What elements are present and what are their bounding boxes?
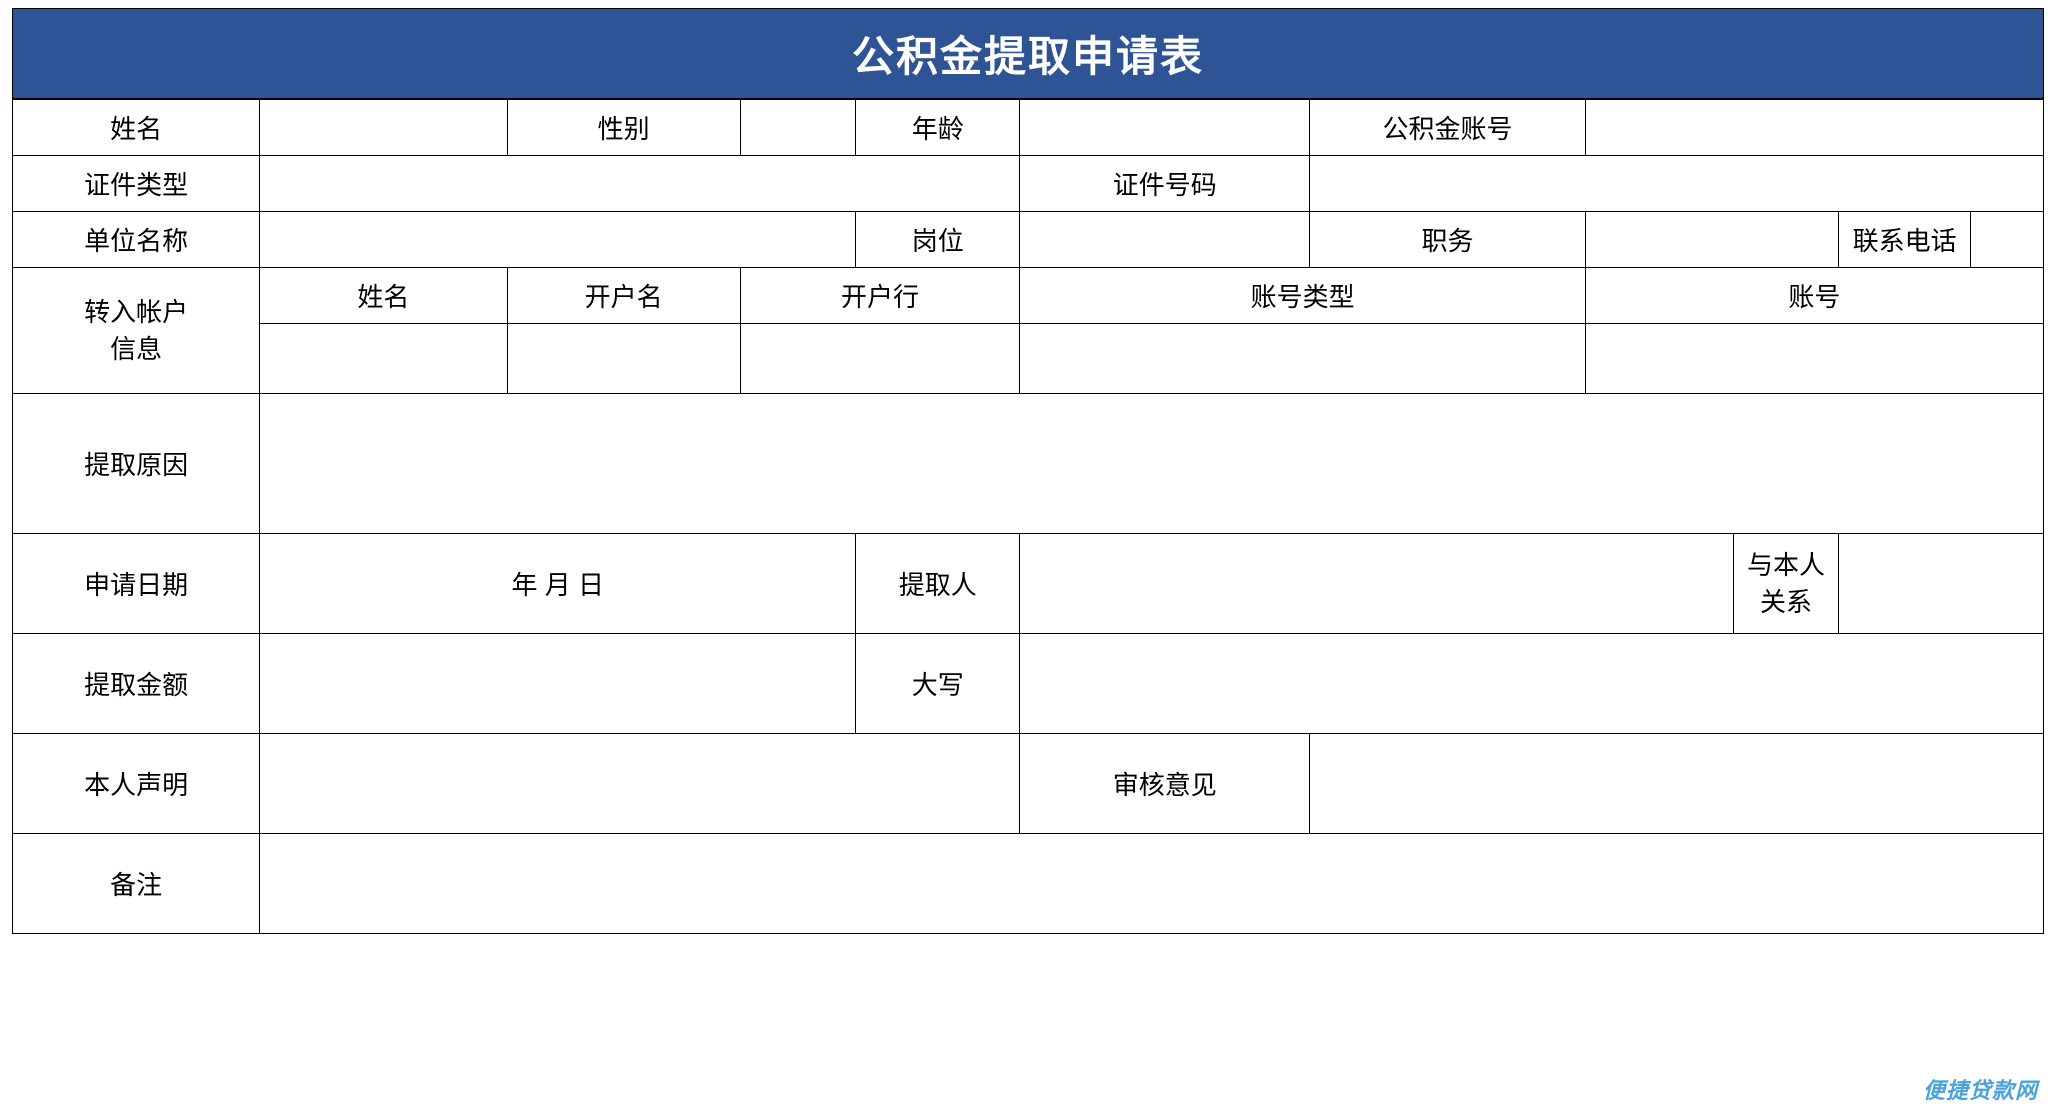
duty-value[interactable] <box>1585 212 1838 268</box>
transfer-openbank-label: 开户行 <box>740 268 1020 324</box>
remarks-label: 备注 <box>13 834 260 934</box>
transfer-name-label: 姓名 <box>260 268 507 324</box>
amount-label: 提取金额 <box>13 634 260 734</box>
form-title: 公积金提取申请表 <box>12 8 2044 99</box>
transfer-acctno-label: 账号 <box>1585 268 2043 324</box>
date-label: 申请日期 <box>13 534 260 634</box>
withdrawer-label: 提取人 <box>856 534 1020 634</box>
transfer-section-label: 转入帐户 信息 <box>13 268 260 394</box>
amount-value[interactable] <box>260 634 856 734</box>
account-value[interactable] <box>1585 100 2043 156</box>
transfer-name-value[interactable] <box>260 324 507 394</box>
post-value[interactable] <box>1020 212 1310 268</box>
capital-label: 大写 <box>856 634 1020 734</box>
gender-label: 性别 <box>507 100 740 156</box>
post-label: 岗位 <box>856 212 1020 268</box>
name-value[interactable] <box>260 100 507 156</box>
duty-label: 职务 <box>1310 212 1586 268</box>
idnum-label: 证件号码 <box>1020 156 1310 212</box>
transfer-openname-value[interactable] <box>507 324 740 394</box>
idnum-value[interactable] <box>1310 156 2044 212</box>
application-form-table: 姓名 性别 年龄 公积金账号 证件类型 证件号码 单位名称 岗位 职务 联系电话… <box>12 99 2044 934</box>
remarks-value[interactable] <box>260 834 2044 934</box>
reason-label: 提取原因 <box>13 394 260 534</box>
idtype-label: 证件类型 <box>13 156 260 212</box>
withdrawer-value[interactable] <box>1020 534 1733 634</box>
gender-value[interactable] <box>740 100 856 156</box>
watermark-text: 便捷贷款网 <box>1923 1073 2038 1105</box>
account-label: 公积金账号 <box>1310 100 1586 156</box>
phone-value[interactable] <box>1970 212 2043 268</box>
review-value[interactable] <box>1310 734 2044 834</box>
company-value[interactable] <box>260 212 856 268</box>
capital-value[interactable] <box>1020 634 2044 734</box>
transfer-acctno-value[interactable] <box>1585 324 2043 394</box>
phone-label: 联系电话 <box>1839 212 1971 268</box>
name-label: 姓名 <box>13 100 260 156</box>
idtype-value[interactable] <box>260 156 1020 212</box>
declare-value[interactable] <box>260 734 1020 834</box>
reason-value[interactable] <box>260 394 2044 534</box>
transfer-accttype-value[interactable] <box>1020 324 1586 394</box>
company-label: 单位名称 <box>13 212 260 268</box>
transfer-openbank-value[interactable] <box>740 324 1020 394</box>
review-label: 审核意见 <box>1020 734 1310 834</box>
relation-label: 与本人 关系 <box>1733 534 1838 634</box>
age-value[interactable] <box>1020 100 1310 156</box>
date-value[interactable]: 年 月 日 <box>260 534 856 634</box>
transfer-accttype-label: 账号类型 <box>1020 268 1586 324</box>
age-label: 年龄 <box>856 100 1020 156</box>
relation-value[interactable] <box>1839 534 2044 634</box>
declare-label: 本人声明 <box>13 734 260 834</box>
transfer-openname-label: 开户名 <box>507 268 740 324</box>
